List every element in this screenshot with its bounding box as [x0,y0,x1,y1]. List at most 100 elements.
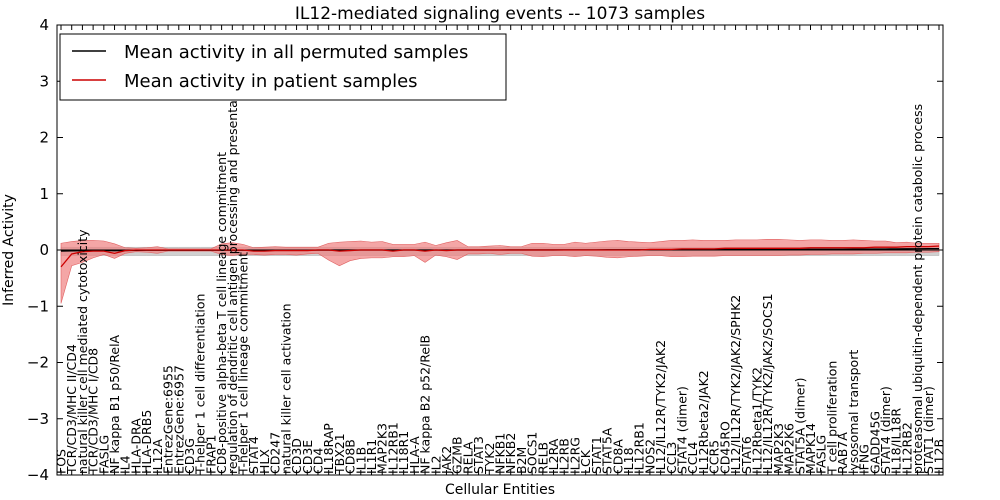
x-tick-label: NOS2 [642,439,657,474]
x-tick-label: STAT5A [600,427,615,474]
x-tick-label: HLA-DRB5 [139,410,154,474]
x-tick-label: IL18 [621,447,636,474]
x-axis-label: Cellular Entities [445,482,555,498]
x-tick-label: CD3G [182,438,197,474]
x-tick-label: IL18RAP [321,423,336,474]
x-tick-label: TCR/CD3/MHC I/CD8 [86,348,101,475]
x-tick-label: LCK [578,449,593,474]
patient-band [60,239,940,304]
x-tick-label: IL2RB [557,438,572,474]
x-tick-label: proteasomal ubiquitin-dependent protein … [910,104,925,474]
x-tick-label: FRAP1 [203,435,218,474]
x-tick-label: CCL4 [685,442,700,474]
x-tick-label: STAT4 [246,436,261,474]
y-tick-label: −3 [27,410,49,428]
x-tick-label: natural killer cell mediated cytotoxicit… [75,229,90,474]
x-tick-label: JAK2 [439,446,454,475]
x-tick-label: CD3D [289,438,304,474]
x-tick-label: STAT1 [589,436,604,474]
x-tick-label: IL12RB1 [385,422,400,474]
x-tick-label: CD247 [268,432,283,474]
x-tick-label: CD8-positive alpha-beta T cell lineage c… [214,152,229,474]
legend-label-permuted: Mean activity in all permuted samples [124,42,468,63]
x-tick-label: CCR5 [707,440,722,474]
y-tick-label: −2 [27,354,49,372]
x-tick-label: MAP2K6 [782,423,797,474]
y-tick-label: 3 [39,72,49,90]
legend-box [59,33,507,101]
x-tick-label: IL2RA [546,438,561,474]
x-tick-label: RELB [535,442,550,474]
x-tick-label: IFNG [857,444,872,474]
x-tick-label: RELA [460,441,475,474]
x-tick-label: EntrezGene:6955 [161,365,176,474]
chart-title: IL12-mediated signaling events -- 1073 s… [295,4,705,24]
x-tick-label: IL12RB1 [632,422,647,474]
x-tick-label: HLA-DRA [128,418,143,474]
x-tick-label: CD4 [310,448,325,474]
x-tick-label: CCL3 [664,442,679,474]
y-tick-label: 0 [39,241,49,259]
x-tick-label: NF kappa B2 p52/RelB [418,335,433,474]
x-tick-label: STAT4 (dimer) [675,386,690,474]
x-tick-label: NF kappa B1 p50/RelA [107,334,122,474]
x-tick-label: HLX [257,449,272,474]
y-axis-ticks: −4 −3 −2 −1 0 1 2 3 4 [27,16,943,484]
x-tick-label: natural killer cell activation [278,303,293,474]
x-tick-label: NFKB1 [493,433,508,474]
x-tick-label: IL12Rbeta2/JAK2 [696,370,711,474]
x-tick-label: IL12/IL12R/TYK2/JAK2/SOCS1 [760,293,775,474]
x-tick-label: STAT4 (dimer) [878,386,893,474]
x-tick-label: EntrezGene:6957 [171,365,186,474]
x-tick-label: STAT6 [739,436,754,474]
y-tick-label: 2 [39,129,49,147]
x-tick-label: CD8B [343,439,358,474]
x-tick-label: STAT3 [471,436,486,474]
x-tick-label: IL1R1 [364,439,379,474]
x-tick-label: T cell proliferation [824,361,839,475]
x-tick-label: MAPK14 [803,423,818,474]
x-tick-label: CD45RO [717,421,732,474]
x-tick-label: IL4 [118,455,133,474]
x-tick-label: TBX21 [332,433,347,475]
x-tick-label: B2M [514,447,529,474]
y-tick-label: −1 [27,297,49,315]
y-axis-label: Inferred Activity [1,194,17,306]
x-tick-label: IL2RG [567,437,582,474]
x-tick-label: MAP2K3 [375,423,390,474]
x-tick-label: HLA-A [407,436,422,474]
series-layer [60,245,940,268]
x-tick-label: FASLG [96,435,111,474]
x-tick-label: T-helper 1 cell differentiation [193,294,208,475]
x-tick-label: NFKB2 [503,433,518,474]
x-tick-label: STAT1 (dimer) [921,386,936,474]
x-tick-label: MAP2K3 [771,423,786,474]
x-tick-label: IL12Rbeta1/TYK2 [749,367,764,474]
y-tick-label: 4 [39,16,49,34]
x-tick-label: IL18R1 [396,431,411,474]
x-tick-label: RAB7A [835,432,850,474]
x-tick-label: STAT5A (dimer) [792,378,807,474]
x-tick-label: CD8A [610,439,625,474]
legend-label-patient: Mean activity in patient samples [124,71,418,92]
x-tick-label: IL12RB2 [899,422,914,474]
x-tick-label: GZMB [450,436,465,474]
x-tick-label: IL1B [353,447,368,474]
x-tick-label: IL18/IL18R [889,408,904,474]
x-tick-label: IL2 [428,455,443,474]
y-tick-label: −4 [27,466,49,484]
series-line-patient [60,245,940,268]
x-tick-label: IL12/IL12R/TYK2/JAK2 [653,340,668,474]
x-tick-label: lysosomal transport [846,350,861,474]
x-tick-label: TYK2 [482,443,497,475]
x-tick-label: regulation of dendritic cell antigen pro… [225,76,240,474]
x-tick-label: CD3E [300,440,315,474]
legend: Mean activity in all permuted samples Me… [59,33,507,101]
x-tick-label: FASLG [814,435,829,474]
x-tick-label: IL12A [150,438,165,474]
y-tick-label: 1 [39,185,49,203]
x-tick-label: TCR/CD3/MHC II/CD4 [64,344,79,475]
x-tick-label: IL12/IL12R/TYK2/JAK2/SPHK2 [728,295,743,474]
